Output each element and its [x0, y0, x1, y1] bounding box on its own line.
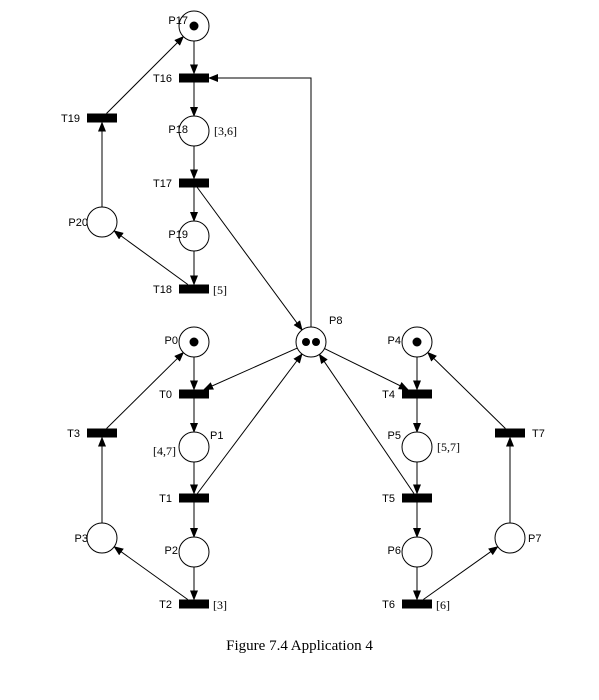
- place-circle: [86, 522, 118, 554]
- figure-caption: Figure 7.4 Application 4: [226, 638, 373, 654]
- place-interval: [3,6]: [214, 124, 237, 138]
- transition-t0: T0: [159, 389, 209, 401]
- transition-delay: [6]: [436, 598, 450, 612]
- place-p3: P3: [75, 522, 118, 554]
- place-label: P18: [168, 124, 188, 136]
- transition-t17: T17: [153, 178, 209, 190]
- transition-label: T1: [159, 493, 172, 505]
- place-p2: P2: [165, 536, 210, 568]
- transition-label: T2: [159, 599, 172, 611]
- transition-t4: T4: [382, 389, 432, 401]
- transition-bar: [495, 428, 525, 438]
- place-p1: P1 [4,7]: [153, 430, 223, 463]
- transition-label: T17: [153, 178, 172, 190]
- transition-t2: T2 [3]: [159, 598, 227, 612]
- transition-label: T16: [153, 73, 172, 85]
- arc-t7-to-p4: [427, 351, 506, 429]
- place-p6: P6: [388, 536, 433, 568]
- transition-t6: T6 [6]: [382, 598, 450, 612]
- place-label: P3: [75, 533, 88, 545]
- transition-label: T6: [382, 599, 395, 611]
- transition-bar: [402, 599, 432, 609]
- arc-t1-to-p8: [196, 353, 303, 494]
- place-circle: [178, 536, 210, 568]
- transition-bar: [179, 178, 209, 188]
- transition-t7: T7: [495, 428, 545, 440]
- transition-t5: T5: [382, 493, 432, 505]
- place-circle: [401, 431, 433, 463]
- place-interval: [5,7]: [437, 440, 460, 454]
- transition-t18: T18 [5]: [153, 283, 227, 297]
- place-interval: [4,7]: [153, 444, 176, 458]
- transition-t16: T16: [153, 73, 209, 85]
- token: [189, 337, 199, 347]
- place-p4: P4: [388, 326, 433, 358]
- transition-delay: [3]: [213, 598, 227, 612]
- place-label: P5: [388, 430, 401, 442]
- place-p17: P17: [168, 10, 210, 42]
- token: [312, 338, 320, 346]
- token: [189, 21, 199, 31]
- transition-label: T4: [382, 389, 395, 401]
- place-p5: P5 [5,7]: [388, 430, 460, 463]
- transition-label: T3: [67, 428, 80, 440]
- place-label: P2: [165, 545, 178, 557]
- place-label: P1: [210, 430, 223, 442]
- place-p8: P8: [295, 315, 342, 358]
- petri-net-diagram: P17 P18 [3,6] P19 P20 P8 P0 P1 [4,7] P2 P3 P4 P5 [5,7…: [61, 10, 545, 612]
- arc-t6-to-p7: [423, 546, 499, 600]
- token: [412, 337, 422, 347]
- arc-t19-to-p17: [106, 35, 185, 114]
- place-label: P6: [388, 545, 401, 557]
- arc-p8-to-t4: [324, 348, 409, 390]
- transition-delay: [5]: [213, 283, 227, 297]
- place-p18: P18 [3,6]: [168, 115, 237, 147]
- transition-bar: [402, 389, 432, 399]
- place-label: P7: [528, 533, 541, 545]
- arc-t2-to-p3: [113, 546, 189, 600]
- transition-t19: T19: [61, 113, 117, 125]
- place-circle: [178, 220, 210, 252]
- place-circle: [178, 115, 210, 147]
- transition-label: T0: [159, 389, 172, 401]
- transition-t3: T3: [67, 428, 117, 440]
- arc-t5-to-p8: [318, 353, 415, 494]
- place-circle: [494, 522, 526, 554]
- place-circle: [178, 431, 210, 463]
- transition-label: T18: [153, 284, 172, 296]
- transition-label: T7: [532, 428, 545, 440]
- transition-bar: [179, 389, 209, 399]
- place-p0: P0: [165, 326, 210, 358]
- place-p20: P20: [68, 206, 118, 238]
- place-label: P20: [68, 217, 88, 229]
- transition-bar: [179, 493, 209, 503]
- place-circle: [295, 326, 327, 358]
- transition-bar: [87, 428, 117, 438]
- token: [302, 338, 310, 346]
- place-p19: P19: [168, 220, 210, 252]
- place-label: P19: [168, 229, 188, 241]
- transition-t1: T1: [159, 493, 209, 505]
- place-circle: [401, 536, 433, 568]
- transition-label: T19: [61, 113, 80, 125]
- place-label: P4: [388, 335, 401, 347]
- arcs-layer: [98, 35, 514, 601]
- arc-p8-to-t0: [203, 347, 298, 390]
- arc-t18-to-p20: [113, 230, 189, 285]
- transition-label: T5: [382, 493, 395, 505]
- place-p7: P7: [494, 522, 541, 554]
- place-label: P0: [165, 335, 178, 347]
- place-label: P8: [329, 315, 342, 327]
- nodes-layer: P17 P18 [3,6] P19 P20 P8 P0 P1 [4,7] P2 P3 P4 P5 [5,7…: [61, 10, 545, 612]
- transition-bar: [179, 599, 209, 609]
- transition-bar: [179, 284, 209, 294]
- arc-t3-to-p0: [106, 351, 185, 429]
- place-circle: [86, 206, 118, 238]
- arc-p8-to-t16: [208, 74, 312, 327]
- transition-bar: [179, 73, 209, 83]
- transition-bar: [402, 493, 432, 503]
- place-label: P17: [168, 15, 188, 27]
- transition-bar: [87, 113, 117, 123]
- arc-t17-to-p8: [196, 187, 303, 331]
